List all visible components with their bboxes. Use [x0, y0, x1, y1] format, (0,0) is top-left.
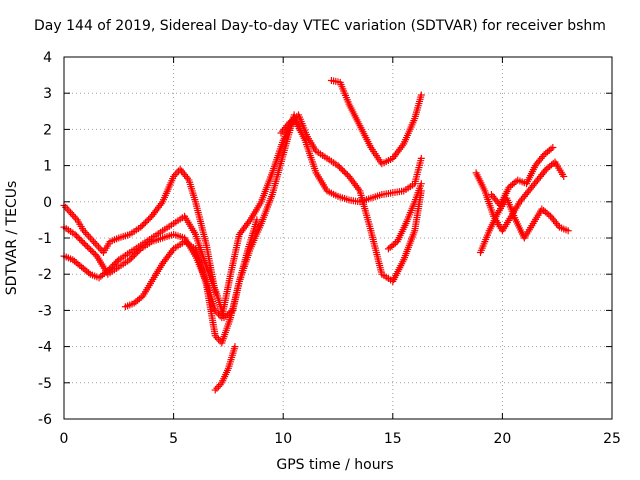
x-tick-label: 5	[169, 431, 178, 447]
y-tick-label: 3	[43, 86, 52, 102]
track-6-point	[417, 91, 425, 99]
track-5-point	[211, 386, 219, 394]
track-3-marker	[146, 214, 154, 222]
track-9-point	[560, 172, 568, 180]
track-3-marker	[70, 212, 78, 220]
track-1-marker	[127, 254, 135, 262]
track-1-marker	[73, 232, 81, 240]
track-7-marker	[337, 165, 345, 173]
track-2-point	[104, 267, 112, 275]
track-2-marker	[105, 265, 113, 273]
track-7-marker	[340, 168, 348, 176]
track-3-marker	[138, 222, 146, 230]
y-tick-label: -3	[38, 303, 52, 319]
track-2-marker	[107, 263, 115, 271]
chart-title: Day 144 of 2019, Sidereal Day-to-day VTE…	[34, 18, 606, 34]
track-1-marker	[80, 240, 88, 248]
x-tick-label: 0	[60, 431, 69, 447]
y-tick-label: -1	[38, 231, 52, 247]
track-3-marker	[143, 217, 151, 225]
track-1-marker	[83, 243, 91, 251]
track-8-point	[417, 180, 425, 188]
y-axis-label: SDTVAR / TECUs	[4, 180, 20, 296]
track-3-point	[211, 288, 219, 296]
track-1-marker	[77, 237, 85, 245]
track-5-marker	[213, 384, 221, 392]
track-7-point	[334, 162, 342, 170]
track-1-marker	[79, 238, 87, 246]
track-3-marker	[85, 232, 93, 240]
track-1-marker	[129, 253, 137, 261]
x-tick-label: 10	[274, 431, 292, 447]
track-7-marker	[342, 169, 350, 177]
x-tick-label: 25	[603, 431, 621, 447]
track-3-marker	[140, 220, 148, 228]
track-3-marker	[90, 238, 98, 246]
track-1-point	[71, 230, 79, 238]
y-tick-label: 4	[43, 50, 52, 66]
y-tick-label: -5	[38, 376, 52, 392]
track-1-marker	[76, 235, 84, 243]
y-tick-label: 1	[43, 159, 52, 175]
track-3-marker	[88, 236, 96, 244]
track-1-point	[126, 256, 134, 264]
data-markers	[60, 77, 572, 394]
track-7-marker	[343, 171, 351, 179]
y-tick-label: 2	[43, 122, 52, 138]
track-3-marker	[63, 205, 71, 213]
track-1-marker	[74, 233, 82, 241]
track-3-marker	[62, 203, 70, 211]
track-7-marker	[339, 166, 347, 174]
plot-frame	[63, 56, 613, 420]
track-1-point	[82, 241, 90, 249]
track-1-marker	[88, 247, 96, 255]
track-3-marker	[68, 210, 76, 218]
track-1-marker	[90, 249, 98, 257]
track-5-point	[231, 343, 239, 351]
track-3-marker	[91, 239, 99, 247]
x-axis-label: GPS time / hours	[276, 457, 394, 473]
track-3-point	[137, 223, 145, 231]
track-3-marker	[83, 230, 91, 238]
x-tick-label: 15	[384, 431, 402, 447]
track-1-marker	[91, 251, 99, 259]
track-1-point	[417, 154, 425, 162]
track-3-marker	[95, 243, 103, 251]
track-5-marker	[215, 382, 223, 390]
track-2-marker	[113, 257, 121, 265]
track-3-marker	[145, 215, 153, 223]
track-3-marker	[65, 207, 73, 215]
y-tick-label: 0	[43, 195, 52, 211]
y-tick-label: -2	[38, 267, 52, 283]
x-tick-label: 20	[493, 431, 511, 447]
y-tick-label: -6	[38, 412, 52, 428]
track-11-point	[549, 144, 557, 151]
track-3-point	[67, 209, 75, 217]
track-2-marker	[112, 259, 120, 267]
y-tick-label: -4	[38, 340, 52, 356]
track-3-point	[86, 234, 94, 242]
track-1-marker	[87, 246, 95, 254]
track-3-marker	[173, 169, 181, 177]
track-4-point	[253, 216, 261, 224]
track-2-marker	[109, 262, 117, 270]
track-3-marker	[96, 245, 104, 253]
grid-lines	[64, 57, 612, 419]
track-3-marker	[141, 218, 149, 226]
track-3-point	[93, 241, 101, 249]
track-7-marker	[336, 163, 344, 171]
track-1-marker	[85, 244, 93, 252]
track-2-marker	[110, 260, 118, 268]
track-10-point	[564, 227, 572, 235]
